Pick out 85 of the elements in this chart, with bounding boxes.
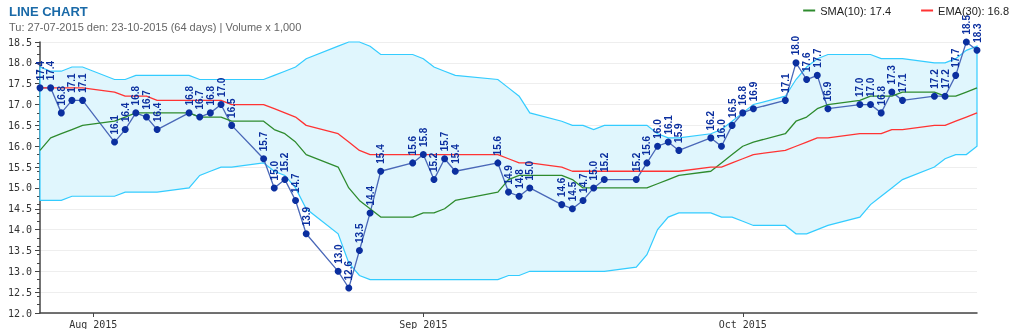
data-label: 16.8 bbox=[183, 85, 195, 106]
data-label: 14.9 bbox=[503, 164, 514, 185]
y-tick-label: 14.5 bbox=[7, 203, 32, 215]
y-tick-label: 18.0 bbox=[7, 57, 32, 69]
data-label: 15.2 bbox=[428, 152, 440, 173]
data-label: 15.7 bbox=[258, 131, 270, 152]
y-tick-label: 13.0 bbox=[7, 265, 32, 277]
data-label: 16.4 bbox=[151, 102, 163, 123]
data-label: 16.8 bbox=[737, 85, 749, 106]
data-label: 14.4 bbox=[364, 185, 376, 206]
y-tick-label: 12.5 bbox=[7, 286, 32, 298]
data-label: 17.6 bbox=[801, 52, 813, 73]
data-label: 16.7 bbox=[140, 89, 152, 110]
data-label: 17.1 bbox=[779, 72, 791, 93]
data-label: 16.1 bbox=[662, 114, 674, 135]
data-label: 18.0 bbox=[790, 35, 802, 56]
data-label: 17.0 bbox=[215, 77, 227, 98]
legend-label: SMA(10): 17.4 bbox=[820, 4, 892, 17]
chart-title: LINE CHART bbox=[9, 4, 88, 19]
data-label: 16.8 bbox=[204, 85, 216, 106]
y-tick-label: 13.5 bbox=[7, 244, 32, 256]
y-tick-label: 17.5 bbox=[7, 78, 32, 90]
data-label: 12.6 bbox=[343, 260, 355, 281]
data-label: 14.6 bbox=[556, 177, 568, 198]
data-label: 15.2 bbox=[598, 152, 610, 173]
data-label: 17.4 bbox=[45, 60, 57, 81]
data-label: 15.0 bbox=[524, 160, 536, 181]
data-label: 17.2 bbox=[939, 68, 951, 89]
data-label: 14.7 bbox=[577, 173, 589, 193]
y-tick-label: 14.0 bbox=[7, 224, 32, 236]
data-label: 16.8 bbox=[55, 85, 67, 106]
data-label: 17.3 bbox=[886, 64, 898, 85]
chart-subtitle: Tu: 27-07-2015 den: 23-10-2015 (64 days) | Volume x 1,000 bbox=[9, 20, 302, 33]
data-label: 15.9 bbox=[673, 123, 685, 143]
y-tick-label: 12.0 bbox=[7, 307, 32, 319]
data-label: 15.6 bbox=[641, 135, 653, 156]
data-label: 15.8 bbox=[417, 127, 429, 148]
data-label: 17.4 bbox=[34, 60, 46, 81]
data-label: 17.0 bbox=[865, 77, 877, 98]
y-tick-label: 15.5 bbox=[7, 161, 32, 173]
data-label: 15.6 bbox=[492, 135, 504, 156]
data-label: 14.5 bbox=[566, 181, 578, 202]
y-tick-label: 16.0 bbox=[7, 140, 32, 152]
data-label: 16.8 bbox=[875, 85, 887, 106]
data-label: 17.7 bbox=[950, 47, 962, 68]
data-label: 16.1 bbox=[109, 114, 121, 135]
data-label: 13.5 bbox=[353, 223, 365, 243]
data-label: 15.4 bbox=[375, 143, 387, 164]
legend-label: EMA(30): 16.8 bbox=[938, 4, 1009, 17]
data-label: 14.8 bbox=[513, 168, 525, 189]
data-label: 16.0 bbox=[715, 118, 727, 139]
data-label: 17.7 bbox=[811, 47, 823, 68]
data-label: 17.1 bbox=[77, 72, 89, 93]
data-label: 18.5 bbox=[960, 14, 972, 35]
data-label: 17.1 bbox=[66, 72, 78, 93]
x-tick-label: Aug 2015 bbox=[69, 318, 118, 329]
data-label: 18.3 bbox=[971, 22, 983, 43]
data-label: 16.0 bbox=[652, 118, 664, 139]
data-label: 16.5 bbox=[226, 97, 238, 118]
data-label: 15.2 bbox=[279, 152, 291, 173]
data-label: 17.0 bbox=[854, 77, 866, 98]
x-tick-label: Sep 2015 bbox=[399, 318, 448, 329]
y-tick-label: 16.5 bbox=[7, 119, 32, 131]
data-label: 15.4 bbox=[449, 143, 461, 164]
data-label: 17.2 bbox=[928, 68, 940, 89]
x-tick-label: Oct 2015 bbox=[718, 318, 767, 329]
data-label: 15.2 bbox=[630, 152, 642, 173]
data-label: 15.0 bbox=[588, 160, 600, 181]
data-label: 16.2 bbox=[705, 110, 717, 131]
data-label: 16.8 bbox=[130, 85, 142, 106]
data-label: 14.7 bbox=[290, 173, 302, 193]
data-label: 16.9 bbox=[747, 81, 759, 102]
data-label: 15.6 bbox=[407, 135, 419, 156]
data-label: 15.7 bbox=[439, 131, 451, 152]
data-label: 13.0 bbox=[332, 243, 344, 264]
data-label: 16.4 bbox=[119, 102, 131, 123]
data-label: 16.5 bbox=[726, 97, 738, 118]
data-label: 17.1 bbox=[896, 72, 908, 93]
y-tick-label: 17.0 bbox=[7, 99, 32, 111]
data-label: 16.7 bbox=[194, 89, 206, 110]
data-label: 13.9 bbox=[300, 206, 312, 227]
data-label: 15.0 bbox=[268, 160, 280, 181]
data-label: 16.9 bbox=[822, 81, 834, 102]
y-tick-label: 18.5 bbox=[7, 36, 32, 48]
y-tick-label: 15.0 bbox=[7, 182, 32, 194]
